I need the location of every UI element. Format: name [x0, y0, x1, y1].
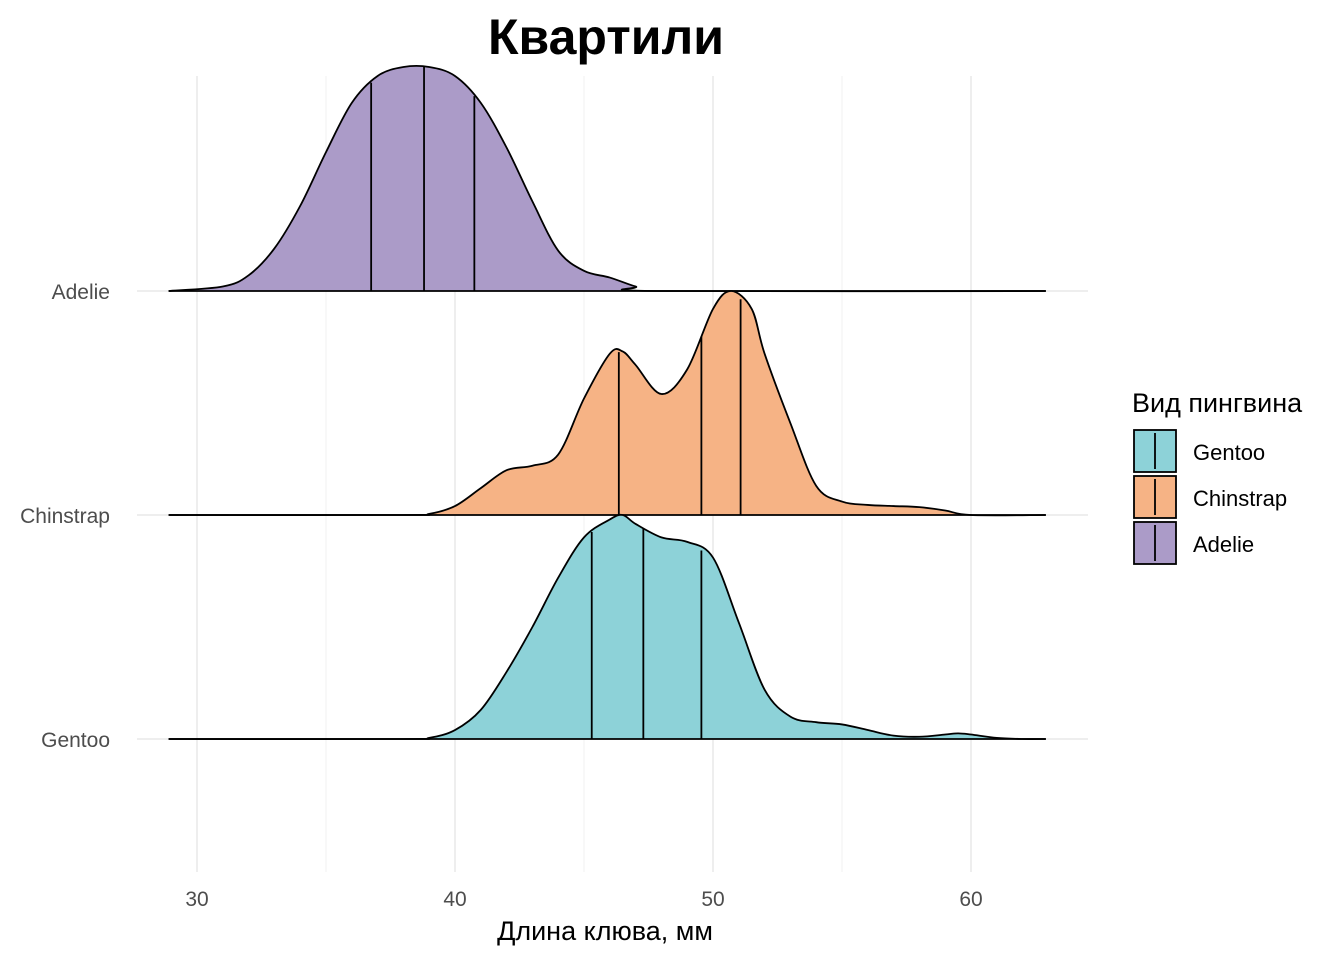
- legend-item-chinstrap: Chinstrap: [1133, 475, 1287, 519]
- y-tick-label: Chinstrap: [20, 505, 110, 528]
- density-area-adelie: [168, 65, 1046, 292]
- ridge-adelie: [168, 64, 1046, 293]
- axes: 30 40 50 60 Gentoo Chinstrap Adelie: [20, 281, 983, 911]
- x-tick-label: 30: [185, 888, 208, 911]
- ridge-chinstrap: [168, 290, 1046, 517]
- legend-label: Chinstrap: [1193, 486, 1287, 511]
- density-area-chinstrap: [168, 291, 1046, 516]
- ridge-gentoo: [168, 513, 1046, 740]
- legend-item-gentoo: Gentoo: [1133, 429, 1265, 473]
- legend-title: Вид пингвина: [1132, 388, 1303, 418]
- legend: Вид пингвина Gentoo Chinstrap Adelie: [1132, 388, 1303, 565]
- density-outline-gentoo: [168, 513, 1046, 740]
- x-tick-label: 50: [701, 888, 724, 911]
- y-tick-label: Gentoo: [41, 729, 110, 752]
- legend-item-adelie: Adelie: [1133, 521, 1254, 565]
- x-axis-title: Длина клюва, мм: [497, 916, 713, 946]
- density-area-gentoo: [168, 514, 1046, 740]
- density-outline-chinstrap: [168, 290, 1046, 517]
- legend-label: Gentoo: [1193, 440, 1265, 465]
- legend-label: Adelie: [1193, 532, 1254, 557]
- x-tick-label: 40: [443, 888, 466, 911]
- x-tick-label: 60: [959, 888, 982, 911]
- y-tick-label: Adelie: [52, 281, 110, 304]
- chart-title: Квартили: [488, 9, 724, 65]
- ridges: [168, 64, 1046, 740]
- density-outline-adelie: [168, 64, 1046, 293]
